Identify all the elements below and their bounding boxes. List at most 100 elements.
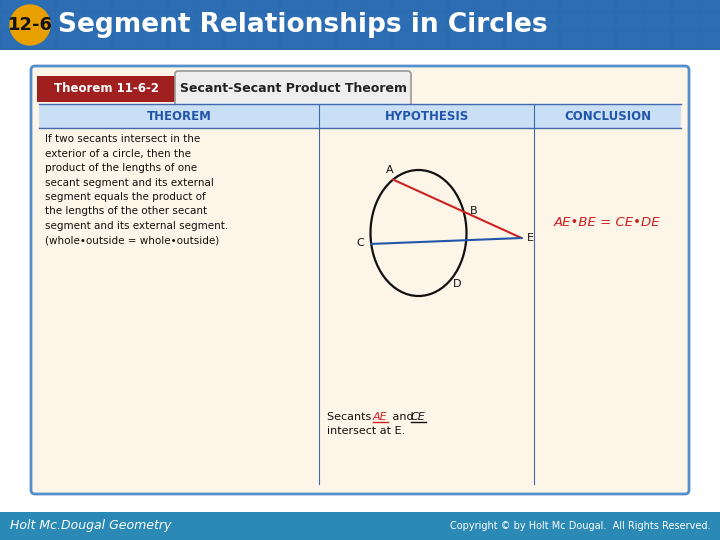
- Bar: [673, 0, 698, 10]
- Bar: [645, 0, 670, 10]
- Text: B: B: [470, 206, 478, 215]
- Bar: [281, 32, 306, 48]
- Bar: [85, 32, 110, 48]
- Bar: [589, 13, 614, 29]
- Bar: [673, 32, 698, 48]
- Text: segment equals the product of: segment equals the product of: [45, 192, 206, 202]
- Bar: [197, 13, 222, 29]
- Bar: [701, 32, 720, 48]
- Bar: [533, 32, 558, 48]
- Bar: [393, 13, 418, 29]
- Bar: [477, 13, 502, 29]
- Bar: [29, 32, 54, 48]
- Bar: [225, 13, 250, 29]
- FancyBboxPatch shape: [31, 66, 689, 494]
- Bar: [449, 13, 474, 29]
- Bar: [225, 32, 250, 48]
- Text: AE: AE: [373, 412, 387, 422]
- Bar: [337, 32, 362, 48]
- Bar: [281, 0, 306, 10]
- Bar: [449, 0, 474, 10]
- Bar: [85, 0, 110, 10]
- Bar: [505, 0, 530, 10]
- Text: exterior of a circle, then the: exterior of a circle, then the: [45, 148, 191, 159]
- FancyBboxPatch shape: [175, 71, 411, 107]
- Bar: [561, 0, 586, 10]
- Bar: [57, 0, 82, 10]
- Text: If two secants intersect in the: If two secants intersect in the: [45, 134, 200, 144]
- Bar: [85, 13, 110, 29]
- Bar: [365, 32, 390, 48]
- Bar: [589, 32, 614, 48]
- Text: and: and: [389, 412, 417, 422]
- Text: CE: CE: [411, 412, 426, 422]
- Text: secant segment and its external: secant segment and its external: [45, 178, 214, 187]
- Bar: [29, 13, 54, 29]
- Bar: [337, 13, 362, 29]
- Bar: [141, 13, 166, 29]
- Bar: [169, 32, 194, 48]
- Text: Holt Mc.Dougal Geometry: Holt Mc.Dougal Geometry: [10, 519, 171, 532]
- Bar: [141, 0, 166, 10]
- Bar: [197, 32, 222, 48]
- Bar: [365, 13, 390, 29]
- Bar: [253, 0, 278, 10]
- Bar: [0, 512, 720, 540]
- Text: AE•BE = CE•DE: AE•BE = CE•DE: [554, 217, 661, 230]
- Bar: [319, 104, 534, 128]
- Bar: [309, 0, 334, 10]
- Text: segment and its external segment.: segment and its external segment.: [45, 221, 228, 231]
- Bar: [113, 0, 138, 10]
- Bar: [57, 13, 82, 29]
- Bar: [169, 13, 194, 29]
- Bar: [29, 0, 54, 10]
- Text: CONCLUSION: CONCLUSION: [564, 110, 651, 123]
- Bar: [39, 104, 319, 128]
- Bar: [561, 13, 586, 29]
- Bar: [253, 13, 278, 29]
- Text: Secant-Secant Product Theorem: Secant-Secant Product Theorem: [179, 83, 407, 96]
- Bar: [533, 13, 558, 29]
- Bar: [1, 0, 26, 10]
- Bar: [533, 0, 558, 10]
- Text: 12-6: 12-6: [7, 16, 53, 34]
- Bar: [505, 32, 530, 48]
- Text: A: A: [386, 165, 394, 174]
- Text: HYPOTHESIS: HYPOTHESIS: [384, 110, 469, 123]
- Bar: [365, 0, 390, 10]
- Bar: [393, 32, 418, 48]
- Bar: [113, 13, 138, 29]
- Text: (whole•outside = whole•outside): (whole•outside = whole•outside): [45, 235, 220, 246]
- Bar: [505, 13, 530, 29]
- Bar: [37, 76, 175, 102]
- Text: C: C: [356, 238, 364, 248]
- Bar: [281, 13, 306, 29]
- Bar: [701, 0, 720, 10]
- Text: E: E: [526, 233, 534, 243]
- Bar: [309, 32, 334, 48]
- Text: Segment Relationships in Circles: Segment Relationships in Circles: [58, 12, 548, 38]
- Bar: [0, 50, 720, 512]
- Bar: [701, 13, 720, 29]
- Bar: [1, 32, 26, 48]
- Bar: [645, 13, 670, 29]
- Text: Theorem 11-6-2: Theorem 11-6-2: [53, 83, 158, 96]
- Bar: [113, 32, 138, 48]
- Bar: [169, 0, 194, 10]
- Bar: [57, 32, 82, 48]
- Bar: [449, 32, 474, 48]
- Bar: [309, 13, 334, 29]
- Bar: [0, 0, 720, 50]
- Circle shape: [10, 5, 50, 45]
- Bar: [617, 13, 642, 29]
- Bar: [337, 0, 362, 10]
- Bar: [561, 32, 586, 48]
- Bar: [645, 32, 670, 48]
- Bar: [673, 13, 698, 29]
- Bar: [1, 13, 26, 29]
- Bar: [421, 32, 446, 48]
- Bar: [141, 32, 166, 48]
- Text: THEOREM: THEOREM: [147, 110, 212, 123]
- Text: intersect at E.: intersect at E.: [327, 426, 405, 436]
- Bar: [225, 0, 250, 10]
